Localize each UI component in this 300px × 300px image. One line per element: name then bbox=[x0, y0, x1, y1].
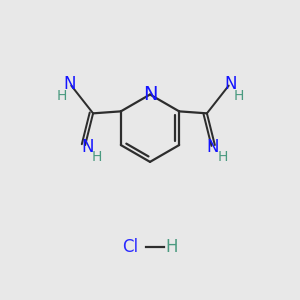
Text: H: H bbox=[92, 150, 102, 164]
Text: N: N bbox=[81, 138, 93, 156]
Text: N: N bbox=[143, 85, 157, 104]
Text: H: H bbox=[218, 150, 228, 164]
Text: N: N bbox=[207, 138, 219, 156]
Text: H: H bbox=[166, 238, 178, 256]
Text: N: N bbox=[63, 75, 76, 93]
Text: N: N bbox=[224, 75, 237, 93]
Text: H: H bbox=[56, 88, 67, 103]
Text: H: H bbox=[233, 88, 244, 103]
Text: Cl: Cl bbox=[122, 238, 138, 256]
